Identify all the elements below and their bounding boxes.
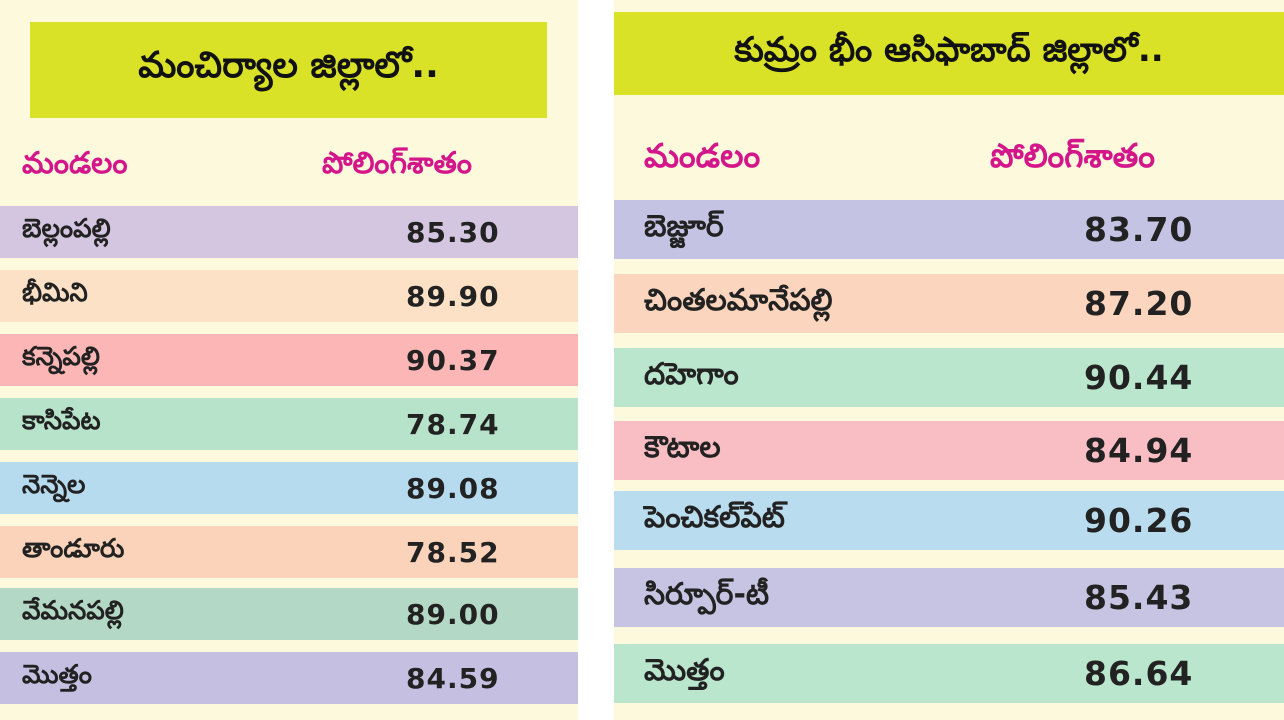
mandal-name: నెన్నెల [22,470,86,500]
mandal-name: కాసిపేట [22,406,101,436]
header-polling-percent: పోలింగ్‌శాతం [990,136,1155,175]
mandal-name: మొత్తం [22,660,92,690]
table-row: దహెగాం 90.44 [614,348,1284,407]
polling-percent: 84.94 [1084,431,1194,470]
polling-percent: 84.59 [406,661,500,695]
table-row: పెంచికల్‌పేట్ 90.26 [614,491,1284,550]
mandal-name: బెల్లంపల్లి [22,214,111,244]
panel-title: కుమ్రం భీం ఆసిఫాబాద్ జిల్లాలో.. [614,12,1284,95]
mancherial-panel: మంచిర్యాల జిల్లాలో.. మండలం పోలింగ్‌శాతం … [0,0,578,720]
mandal-name: కౌటాల [644,429,721,465]
polling-percent: 89.90 [406,279,500,313]
mandal-name: సిర్పూర్-టీ [644,576,770,612]
table-row: బెజ్జూర్ 83.70 [614,200,1284,259]
header-polling-percent: పోలింగ్‌శాతం [322,146,472,181]
mandal-name: మొత్తం [644,652,725,688]
polling-percent: 90.44 [1084,358,1194,397]
mandal-name: పెంచికల్‌పేట్ [644,499,785,535]
table-row: కాసిపేట 78.74 [0,398,578,450]
table-row: భీమిని 89.90 [0,270,578,322]
table-row: వేమనపల్లి 89.00 [0,588,578,640]
polling-percent: 83.70 [1084,210,1194,249]
polling-percent: 78.74 [406,407,500,441]
table-row: బెల్లంపల్లి 85.30 [0,206,578,258]
polling-percent: 89.00 [406,597,500,631]
asifabad-panel: కుమ్రం భీం ఆసిఫాబాద్ జిల్లాలో.. మండలం పో… [614,0,1284,720]
polling-percent: 78.52 [406,535,500,569]
polling-percent: 85.43 [1084,578,1194,617]
table-row: కన్నెపల్లి 90.37 [0,334,578,386]
polling-percent: 86.64 [1084,654,1194,693]
table-row: సిర్పూర్-టీ 85.43 [614,568,1284,627]
mandal-name: దహెగాం [644,356,739,392]
table-row: నెన్నెల 89.08 [0,462,578,514]
table-row: చింతలమానేపల్లి 87.20 [614,274,1284,333]
polling-percent: 90.37 [406,343,500,377]
header-mandal: మండలం [644,136,761,175]
mandal-name: చింతలమానేపల్లి [644,282,833,318]
mandal-name: బెజ్జూర్ [644,208,724,244]
polling-percent: 89.08 [406,471,500,505]
header-mandal: మండలం [22,146,128,181]
mandal-name: భీమిని [22,278,88,308]
polling-percent: 90.26 [1084,501,1194,540]
table-row: కౌటాల 84.94 [614,421,1284,480]
table-row: తాండూరు 78.52 [0,526,578,578]
polling-percent: 87.20 [1084,284,1194,323]
mandal-name: కన్నెపల్లి [22,342,100,372]
panel-title: మంచిర్యాల జిల్లాలో.. [30,22,547,118]
polling-percent: 85.30 [406,215,500,249]
mandal-name: వేమనపల్లి [22,596,124,626]
table-row: మొత్తం 86.64 [614,644,1284,703]
mandal-name: తాండూరు [22,534,125,564]
table-row: మొత్తం 84.59 [0,652,578,704]
